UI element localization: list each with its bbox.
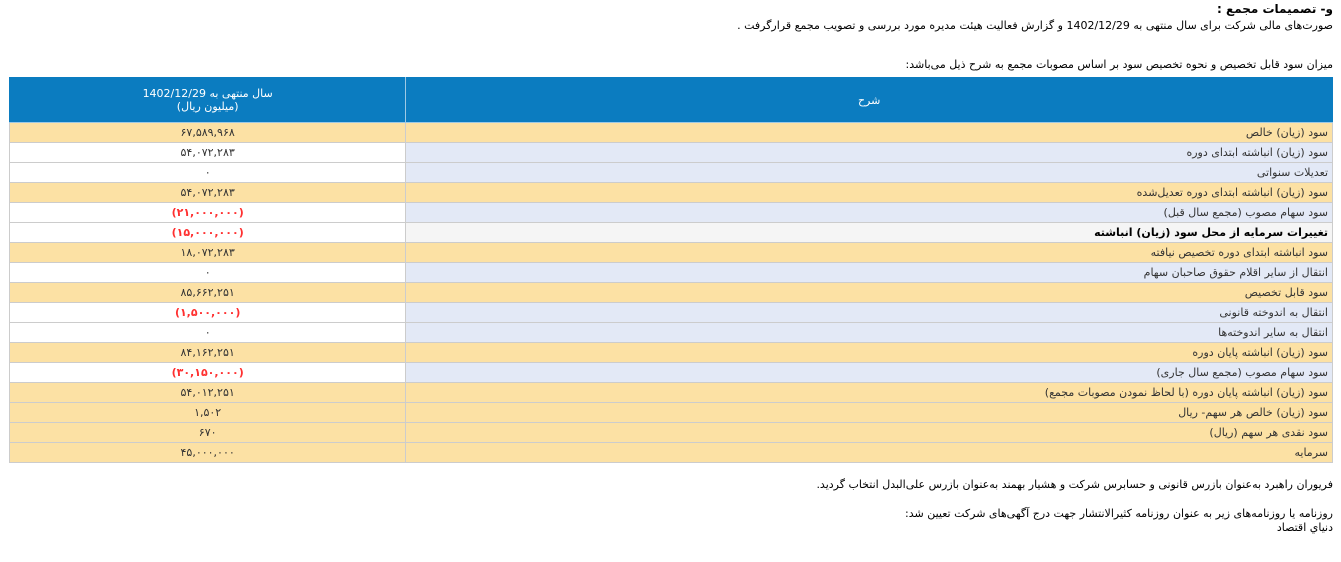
value-cell: (۱,۵۰۰,۰۰۰) — [8, 302, 407, 323]
profit-table-header: شرح سال منتهی به 1402/12/29 (میلیون ریال… — [8, 77, 1333, 123]
description-cell: تعدیلات سنواتی — [405, 162, 1333, 183]
description-cell: سود سهام مصوب (مجمع سال جاری) — [405, 362, 1333, 383]
description-cell: سود نقدی هر سهم (ریال) — [405, 422, 1333, 443]
description-cell: سرمایه — [405, 442, 1333, 463]
value-column-header-line2: (میلیون ریال) — [176, 100, 239, 113]
value-cell: ۶۷۰ — [8, 422, 407, 443]
table-row: سود سهام مصوب (مجمع سال قبل) (۲۱,۰۰۰,۰۰۰… — [8, 202, 1333, 223]
newspaper-intro: روزنامه یا روزنامه‌های زیر به عنوان روزن… — [905, 507, 1333, 520]
section-title: و- تصمیمات مجمع : — [1217, 2, 1333, 16]
description-cell: سود (زیان) انباشته ابتدای دوره — [405, 142, 1333, 163]
table-row: انتقال به اندوخته قانونی (۱,۵۰۰,۰۰۰) — [8, 302, 1333, 323]
table-row: سود (زیان) خالص هر سهم- ریال ۱,۵۰۲ — [8, 402, 1333, 423]
table-row: انتقال از سایر اقلام حقوق صاحبان سهام ۰ — [8, 262, 1333, 283]
table-row: سود (زیان) انباشته پایان دوره (با لحاظ ن… — [8, 382, 1333, 403]
value-cell: ۵۴,۰۱۲,۲۵۱ — [8, 382, 407, 403]
description-cell: سود قابل تخصیص — [405, 282, 1333, 303]
description-cell: سود (زیان) انباشته ابتدای دوره تعدیل‌شده — [405, 182, 1333, 203]
value-column-header: سال منتهی به 1402/12/29 (میلیون ریال) — [8, 77, 407, 123]
description-cell: سود سهام مصوب (مجمع سال قبل) — [405, 202, 1333, 223]
table-row: سود قابل تخصیص ۸۵,۶۶۲,۲۵۱ — [8, 282, 1333, 303]
value-cell: (۱۵,۰۰۰,۰۰۰) — [8, 222, 407, 243]
description-cell: انتقال از سایر اقلام حقوق صاحبان سهام — [405, 262, 1333, 283]
value-cell: ۰ — [8, 162, 407, 183]
value-cell: ۰ — [8, 262, 407, 283]
table-row: سود انباشته ابتدای دوره تخصیص نیافته ۱۸,… — [8, 242, 1333, 263]
profit-allocation-table: شرح سال منتهی به 1402/12/29 (میلیون ریال… — [8, 77, 1333, 463]
value-cell: ۸۴,۱۶۲,۲۵۱ — [8, 342, 407, 363]
description-cell: سود (زیان) خالص — [405, 122, 1333, 143]
table-row: سود نقدی هر سهم (ریال) ۶۷۰ — [8, 422, 1333, 443]
value-cell: ۰ — [8, 322, 407, 343]
description-cell: انتقال به اندوخته قانونی — [405, 302, 1333, 323]
description-cell: تغییرات سرمایه از محل سود (زیان) انباشته — [405, 222, 1333, 243]
table-row: تعدیلات سنواتی ۰ — [8, 162, 1333, 183]
value-cell: ۴۵,۰۰۰,۰۰۰ — [8, 442, 407, 463]
table-row: سود (زیان) خالص ۶۷,۵۸۹,۹۶۸ — [8, 122, 1333, 143]
value-cell: (۳۰,۱۵۰,۰۰۰) — [8, 362, 407, 383]
value-cell: ۸۵,۶۶۲,۲۵۱ — [8, 282, 407, 303]
value-cell: ۵۴,۰۷۲,۲۸۳ — [8, 142, 407, 163]
profit-table-body: سود (زیان) خالص ۶۷,۵۸۹,۹۶۸ سود (زیان) ان… — [8, 122, 1333, 463]
table-row: سود (زیان) انباشته ابتدای دوره ۵۴,۰۷۲,۲۸… — [8, 142, 1333, 163]
value-cell: ۵۴,۰۷۲,۲۸۳ — [8, 182, 407, 203]
allocation-paragraph: میزان سود قابل تخصیص و نحوه تخصیص سود بر… — [905, 58, 1333, 71]
auditor-line: فریوران راهبرد به‌عنوان بازرس قانونی و ح… — [816, 478, 1333, 491]
value-cell: ۶۷,۵۸۹,۹۶۸ — [8, 122, 407, 143]
table-row: سرمایه ۴۵,۰۰۰,۰۰۰ — [8, 442, 1333, 463]
value-column-header-line1: سال منتهی به 1402/12/29 — [142, 87, 273, 100]
description-cell: سود (زیان) خالص هر سهم- ریال — [405, 402, 1333, 423]
header-row: شرح سال منتهی به 1402/12/29 (میلیون ریال… — [8, 77, 1333, 123]
description-cell: انتقال به سایر اندوخته‌ها — [405, 322, 1333, 343]
announcement-page: و- تصمیمات مجمع : صورت‌های مالی شرکت برا… — [8, 2, 1333, 534]
newspaper-name: دنیاي اقتصاد — [1276, 521, 1333, 534]
description-cell: سود (زیان) انباشته پایان دوره (با لحاظ ن… — [405, 382, 1333, 403]
value-cell: (۲۱,۰۰۰,۰۰۰) — [8, 202, 407, 223]
description-column-header: شرح — [405, 77, 1333, 123]
value-cell: ۱,۵۰۲ — [8, 402, 407, 423]
table-row: تغییرات سرمایه از محل سود (زیان) انباشته… — [8, 222, 1333, 243]
table-row: سود (زیان) انباشته پایان دوره ۸۴,۱۶۲,۲۵۱ — [8, 342, 1333, 363]
statements-paragraph: صورت‌های مالی شرکت برای سال منتهی به 140… — [737, 19, 1333, 32]
table-row: سود سهام مصوب (مجمع سال جاری) (۳۰,۱۵۰,۰۰… — [8, 362, 1333, 383]
description-cell: سود (زیان) انباشته پایان دوره — [405, 342, 1333, 363]
description-cell: سود انباشته ابتدای دوره تخصیص نیافته — [405, 242, 1333, 263]
table-row: انتقال به سایر اندوخته‌ها ۰ — [8, 322, 1333, 343]
table-row: سود (زیان) انباشته ابتدای دوره تعدیل‌شده… — [8, 182, 1333, 203]
value-cell: ۱۸,۰۷۲,۲۸۳ — [8, 242, 407, 263]
